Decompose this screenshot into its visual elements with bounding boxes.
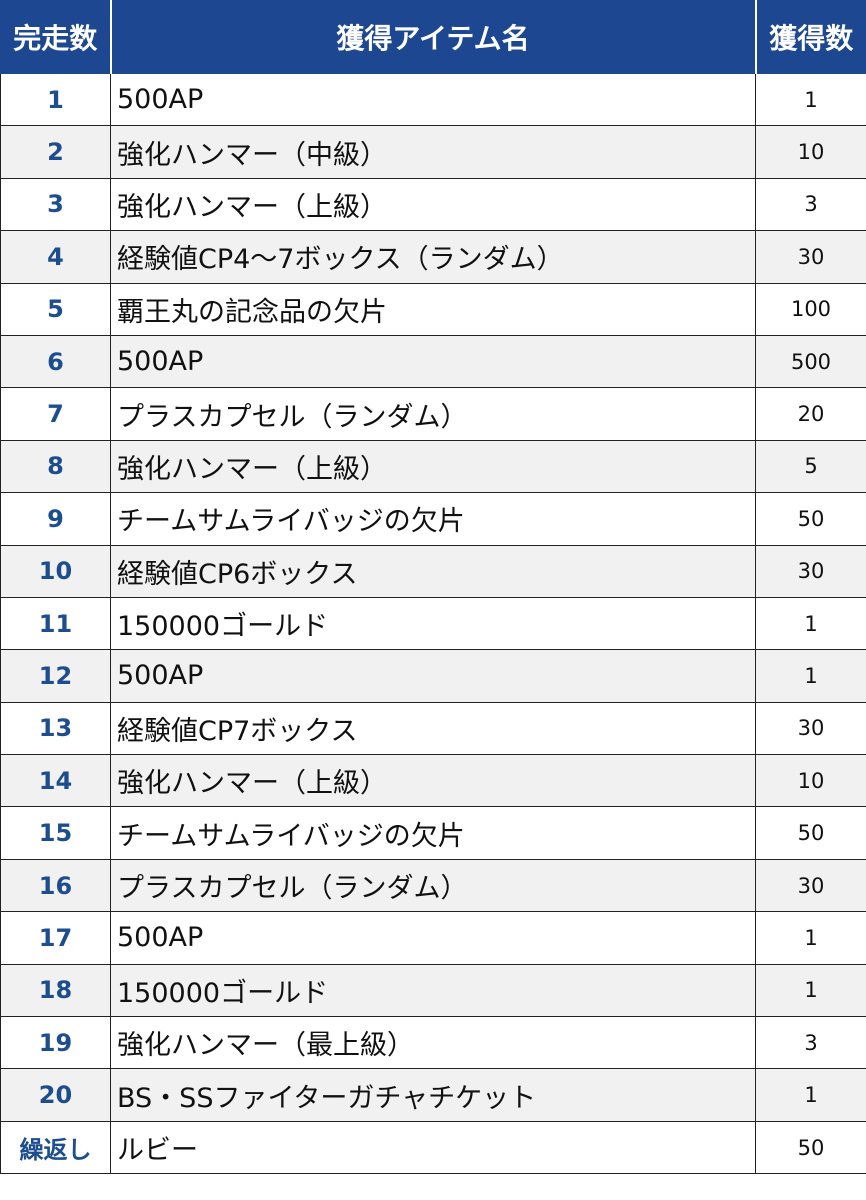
quantity-cell: 50 xyxy=(755,492,866,546)
header-quantity: 獲得数 xyxy=(754,0,866,74)
table-row: 10 経験値CP6ボックス 30 xyxy=(0,544,866,598)
run-count-cell: 2 xyxy=(0,125,111,179)
run-count-cell: 19 xyxy=(0,1016,111,1070)
run-count-cell: 17 xyxy=(0,911,111,965)
item-name-cell: 500AP xyxy=(110,649,756,703)
quantity-cell: 500 xyxy=(755,334,866,389)
item-name-cell: 150000ゴールド xyxy=(110,596,756,651)
table-row: 19 強化ハンマー（最上級） 3 xyxy=(0,1016,866,1070)
header-item: 獲得アイテム名 xyxy=(109,0,756,74)
table-row: 4 経験値CP4〜7ボックス（ランダム） 30 xyxy=(0,230,866,284)
run-count-cell: 9 xyxy=(0,492,111,546)
table-row: 13 経験値CP7ボックス 30 xyxy=(0,701,866,756)
quantity-cell: 5 xyxy=(755,439,866,494)
item-name-cell: 強化ハンマー（中級） xyxy=(110,125,756,179)
run-count-cell: 5 xyxy=(0,282,111,336)
run-count-cell: 4 xyxy=(0,230,111,284)
quantity-cell: 100 xyxy=(755,282,866,336)
item-name-cell: 500AP xyxy=(110,334,756,389)
run-count-cell: 12 xyxy=(0,649,111,703)
quantity-cell: 3 xyxy=(755,177,866,232)
run-count-cell: 15 xyxy=(0,806,111,860)
item-name-cell: プラスカプセル（ランダム） xyxy=(110,387,756,441)
item-name-cell: 500AP xyxy=(110,72,756,127)
reward-table: 完走数 獲得アイテム名 獲得数 1 500AP 1 2 強化ハンマー（中級） 10 3 強化ハ… xyxy=(0,0,866,1175)
item-name-cell: 経験値CP4〜7ボックス（ランダム） xyxy=(110,230,756,284)
run-count-cell: 3 xyxy=(0,177,111,232)
run-count-cell: 8 xyxy=(0,439,111,494)
quantity-cell: 30 xyxy=(755,230,866,284)
run-count-cell: 16 xyxy=(0,858,111,913)
table-row: 14 強化ハンマー（上級） 10 xyxy=(0,754,866,808)
item-name-cell: 覇王丸の記念品の欠片 xyxy=(110,282,756,336)
item-name-cell: 強化ハンマー（最上級） xyxy=(110,1016,756,1070)
quantity-cell: 30 xyxy=(755,701,866,756)
item-name-cell: チームサムライバッジの欠片 xyxy=(110,806,756,860)
table-row: 6 500AP 500 xyxy=(0,334,866,389)
table-row: 3 強化ハンマー（上級） 3 xyxy=(0,177,866,232)
quantity-cell: 30 xyxy=(755,858,866,913)
table-row: 12 500AP 1 xyxy=(0,649,866,703)
table-header: 完走数 獲得アイテム名 獲得数 xyxy=(0,0,866,74)
table-row: 5 覇王丸の記念品の欠片 100 xyxy=(0,282,866,336)
table-row: 7 プラスカプセル（ランダム） 20 xyxy=(0,387,866,441)
item-name-cell: プラスカプセル（ランダム） xyxy=(110,858,756,913)
table-row: 18 150000ゴールド 1 xyxy=(0,963,866,1018)
run-count-cell: 20 xyxy=(0,1068,111,1122)
header-row: 完走数 獲得アイテム名 獲得数 xyxy=(0,0,866,74)
quantity-cell: 1 xyxy=(755,596,866,651)
table-row: 1 500AP 1 xyxy=(0,72,866,127)
table-row: 17 500AP 1 xyxy=(0,911,866,965)
item-name-cell: 強化ハンマー（上級） xyxy=(110,754,756,808)
quantity-cell: 50 xyxy=(755,1120,866,1175)
quantity-cell: 1 xyxy=(755,911,866,965)
item-name-cell: 経験値CP7ボックス xyxy=(110,701,756,756)
run-count-cell: 18 xyxy=(0,963,111,1018)
run-count-cell: 繰返し xyxy=(0,1120,111,1175)
header-runs: 完走数 xyxy=(0,0,111,74)
quantity-cell: 1 xyxy=(755,649,866,703)
table-row: 9 チームサムライバッジの欠片 50 xyxy=(0,492,866,546)
item-name-cell: BS・SSファイターガチャチケット xyxy=(110,1068,756,1122)
quantity-cell: 3 xyxy=(755,1016,866,1070)
item-name-cell: 経験値CP6ボックス xyxy=(110,544,756,598)
quantity-cell: 10 xyxy=(755,125,866,179)
table-row: 20 BS・SSファイターガチャチケット 1 xyxy=(0,1068,866,1122)
run-count-cell: 10 xyxy=(0,544,111,598)
quantity-cell: 30 xyxy=(755,544,866,598)
table-row: 15 チームサムライバッジの欠片 50 xyxy=(0,806,866,860)
quantity-cell: 10 xyxy=(755,754,866,808)
run-count-cell: 7 xyxy=(0,387,111,441)
run-count-cell: 6 xyxy=(0,334,111,389)
quantity-cell: 50 xyxy=(755,806,866,860)
table-row: 8 強化ハンマー（上級） 5 xyxy=(0,439,866,494)
quantity-cell: 20 xyxy=(755,387,866,441)
table-row: 11 150000ゴールド 1 xyxy=(0,596,866,651)
run-count-cell: 1 xyxy=(0,72,111,127)
item-name-cell: ルビー xyxy=(110,1120,756,1175)
quantity-cell: 1 xyxy=(755,1068,866,1122)
item-name-cell: 500AP xyxy=(110,911,756,965)
quantity-cell: 1 xyxy=(755,963,866,1018)
item-name-cell: チームサムライバッジの欠片 xyxy=(110,492,756,546)
run-count-cell: 13 xyxy=(0,701,111,756)
item-name-cell: 強化ハンマー（上級） xyxy=(110,177,756,232)
table-body: 1 500AP 1 2 強化ハンマー（中級） 10 3 強化ハンマー（上級） 3 4 経験値CP4〜… xyxy=(0,72,866,1175)
table-row: 繰返し ルビー 50 xyxy=(0,1120,866,1175)
item-name-cell: 強化ハンマー（上級） xyxy=(110,439,756,494)
table-row: 16 プラスカプセル（ランダム） 30 xyxy=(0,858,866,913)
run-count-cell: 14 xyxy=(0,754,111,808)
quantity-cell: 1 xyxy=(755,72,866,127)
table-row: 2 強化ハンマー（中級） 10 xyxy=(0,125,866,179)
item-name-cell: 150000ゴールド xyxy=(110,963,756,1018)
run-count-cell: 11 xyxy=(0,596,111,651)
